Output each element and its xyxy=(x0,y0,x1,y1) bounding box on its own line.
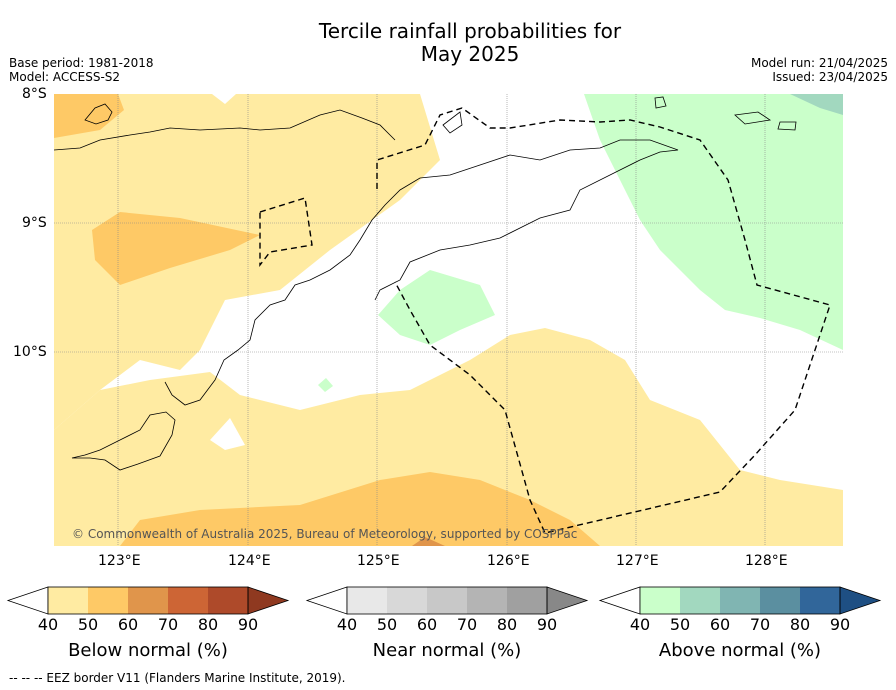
eez-legend-text: -- -- -- EEZ border V11 (Flanders Marine… xyxy=(9,671,346,685)
above-normal-colorbar-tick: 60 xyxy=(709,615,731,634)
below-normal-colorbar-tick: 40 xyxy=(37,615,59,634)
below-normal-60-70-south xyxy=(412,537,445,546)
lon-label-127: 127°E xyxy=(616,553,659,569)
below-normal-label: Below normal (%) xyxy=(68,640,228,661)
above-normal-colorbar-tick: 90 xyxy=(829,615,851,634)
lon-label-124: 124°E xyxy=(228,553,271,569)
north-coast xyxy=(53,109,396,151)
small-island-2 xyxy=(734,111,772,125)
above-normal-colorbar-tick: 40 xyxy=(629,615,651,634)
below-normal-colorbar-tick: 80 xyxy=(197,615,219,634)
below-normal-colorbar-tick: 60 xyxy=(117,615,139,634)
small-island-4 xyxy=(442,111,463,134)
above-normal-label: Above normal (%) xyxy=(658,640,822,661)
gridlines xyxy=(54,94,843,546)
model-name: Model: ACCESS-S2 xyxy=(9,70,121,84)
below-normal-colorbar-tick: 70 xyxy=(157,615,179,634)
sumba-coast xyxy=(71,411,176,471)
below-normal-50-60-mid xyxy=(92,212,260,285)
above-normal-colorbar-tick: 70 xyxy=(749,615,771,634)
lon-label-128: 128°E xyxy=(745,553,788,569)
small-island-3 xyxy=(777,121,797,131)
lon-label-126: 126°E xyxy=(487,553,530,569)
above-normal-colorbar-tick: 50 xyxy=(669,615,691,634)
lon-label-125: 125°E xyxy=(357,553,400,569)
coastlines xyxy=(53,96,797,471)
timor-coast xyxy=(164,139,679,406)
white-gap-top xyxy=(212,94,236,104)
map-title-line1: Tercile rainfall probabilities for xyxy=(318,19,622,43)
below-normal-50-60-nw xyxy=(54,94,124,138)
above-normal-40-50-small xyxy=(318,378,333,392)
above-normal-50-60-ne xyxy=(790,94,843,115)
issued-date: Issued: 23/04/2025 xyxy=(772,70,888,84)
near-normal-colorbar-tick: 60 xyxy=(416,615,438,634)
below-normal-50-60-south xyxy=(120,472,600,546)
above-normal-40-50-central xyxy=(378,270,495,345)
small-island-1 xyxy=(654,96,667,109)
below-normal-colorbar-tick: 90 xyxy=(237,615,259,634)
below-normal-colorbar-tick: 50 xyxy=(77,615,99,634)
lon-label-123: 123°E xyxy=(98,553,141,569)
lat-label-9s: 9°S xyxy=(22,215,47,231)
lat-label-10s: 10°S xyxy=(13,344,47,360)
eez-border xyxy=(259,107,831,534)
above-normal-colorbar-tick: 80 xyxy=(789,615,811,634)
near-normal-colorbar-tick: 80 xyxy=(496,615,518,634)
below-normal-40-50-south xyxy=(54,328,843,546)
map-title-line2: May 2025 xyxy=(420,42,520,66)
above-normal-40-50-east xyxy=(584,94,843,350)
lat-label-8s: 8°S xyxy=(22,86,47,102)
near-normal-label: Near normal (%) xyxy=(372,640,522,661)
near-normal-colorbar-tick: 90 xyxy=(536,615,558,634)
base-period: Base period: 1981-2018 xyxy=(9,56,154,70)
white-gap-west xyxy=(210,418,245,450)
near-normal-colorbar-tick: 50 xyxy=(376,615,398,634)
flores-islands xyxy=(84,103,113,125)
copyright-text: © Commonwealth of Australia 2025, Bureau… xyxy=(72,527,578,541)
model-run-date: Model run: 21/04/2025 xyxy=(750,56,888,70)
below-normal-40-50-west xyxy=(54,94,440,430)
near-normal-colorbar-tick: 70 xyxy=(456,615,478,634)
near-normal-colorbar-tick: 40 xyxy=(336,615,358,634)
